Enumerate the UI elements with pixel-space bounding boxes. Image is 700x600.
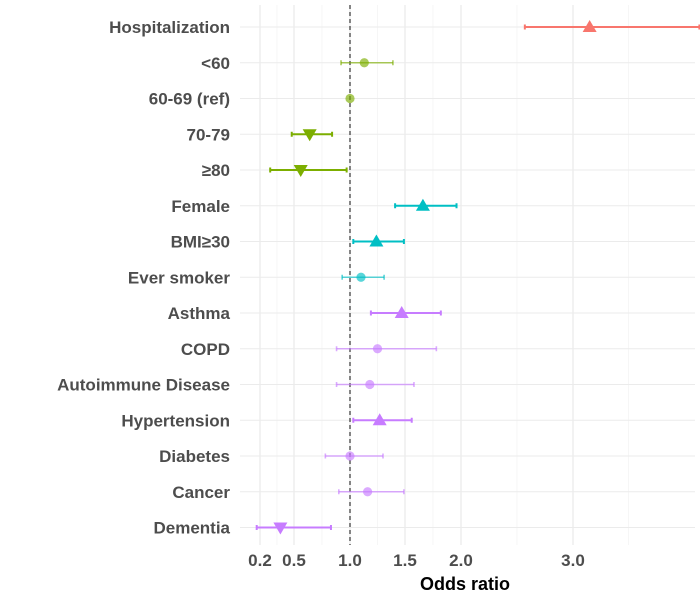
row-label-autoimmune-disease: Autoimmune Disease [57,376,230,395]
point-hypertension [372,413,387,426]
row-label-copd: COPD [181,340,230,359]
row-label-cancer: Cancer [172,483,230,502]
point-diabetes [345,451,355,461]
row-label-60-69-ref: 60-69 (ref) [149,90,230,109]
point-70-79 [302,129,317,142]
x-tick-label: 0.2 [248,551,272,570]
x-axis-title: Odds ratio [420,574,510,594]
point-60-69-ref [345,93,355,104]
point-lt-60 [359,58,369,68]
row-label-hospitalization: Hospitalization [109,18,230,37]
x-tick-label: 0.5 [282,551,306,570]
row-label-gte-80: ≥80 [202,161,230,180]
row-label-ever-smoker: Ever smoker [128,268,230,287]
row-label-bmigte-30: BMI≥30 [171,233,230,252]
x-tick-label: 1.5 [393,551,417,570]
point-ever-smoker [356,272,366,282]
point-hospitalization [582,20,597,33]
row-label-hypertension: Hypertension [121,411,230,430]
point-bmigte-30 [369,234,384,247]
point-copd [372,344,383,354]
point-cancer [363,487,373,497]
row-label-dementia: Dementia [153,519,230,538]
row-label-70-79: 70-79 [187,125,230,144]
row-label-asthma: Asthma [168,304,231,323]
x-tick-label: 1.0 [338,551,362,570]
row-label-diabetes: Diabetes [159,447,230,466]
point-dementia [273,522,288,535]
x-tick-label: 2.0 [449,551,473,570]
x-tick-label: 3.0 [561,551,585,570]
point-gte-80 [293,164,308,177]
point-female [415,198,430,211]
point-autoimmune-disease [365,379,375,390]
row-label-lt-60: <60 [201,54,230,73]
row-label-female: Female [171,197,230,216]
point-asthma [394,306,409,319]
